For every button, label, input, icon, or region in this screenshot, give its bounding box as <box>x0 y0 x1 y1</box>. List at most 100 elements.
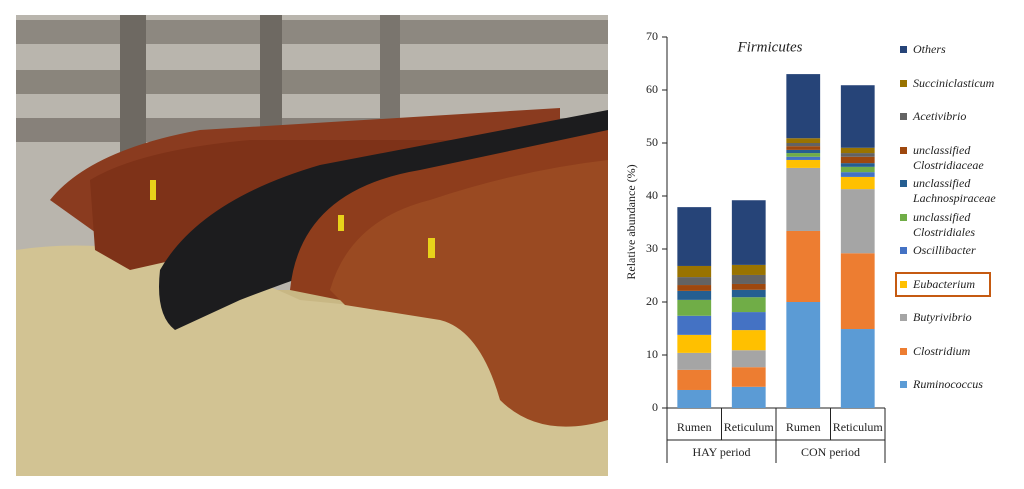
bar-segment <box>677 285 712 291</box>
fence-post <box>260 15 282 155</box>
bar-segment <box>840 163 875 167</box>
bar-segment <box>731 274 766 284</box>
bar-segment <box>731 367 766 387</box>
legend-label: Butyrivibrio <box>913 310 972 324</box>
fence-board <box>16 20 608 44</box>
legend-label: Succiniclasticum <box>913 75 995 90</box>
bar-segment <box>677 334 712 353</box>
legend-label: Clostridium <box>913 343 971 358</box>
legend-item: unclassified Lachnospiraceae <box>900 176 1018 206</box>
legend-swatch <box>900 280 907 288</box>
bar-segment <box>731 350 766 368</box>
ear-tag <box>428 238 435 258</box>
legend-item: Butyrivibrio <box>900 310 1018 325</box>
bar-segment <box>677 265 712 278</box>
bar-segment <box>786 153 821 157</box>
bar-segment <box>731 264 766 275</box>
bar-segment <box>840 147 875 154</box>
bar-segment <box>731 200 766 265</box>
x-tick-label: Rumen <box>786 420 821 434</box>
group-label: CON period <box>801 445 860 459</box>
legend-swatch <box>900 113 907 120</box>
chart-title: Firmicutes <box>737 39 803 55</box>
ear-tag <box>150 180 156 200</box>
legend-item: Clostridium <box>900 344 1018 359</box>
group-label: HAY period <box>692 445 750 459</box>
legend-item: Others <box>900 42 1018 57</box>
y-tick-label: 10 <box>646 347 658 361</box>
ear-tag <box>338 215 344 231</box>
bar-segment <box>677 207 712 266</box>
bar-segment <box>840 172 875 177</box>
x-tick-label: Reticulum <box>833 420 884 434</box>
legend-item: Acetivibrio <box>900 109 1018 124</box>
bar-segment <box>786 143 821 147</box>
legend-label: Ruminococcus <box>913 377 983 391</box>
legend-label: Others <box>913 42 946 56</box>
bar-segment <box>677 389 712 408</box>
legend-swatch <box>900 146 907 154</box>
bar-segment <box>677 315 712 335</box>
y-tick-label: 30 <box>646 241 658 255</box>
bar-segment <box>786 138 821 143</box>
bar-segment <box>786 159 821 168</box>
photo <box>16 15 608 476</box>
y-axis-label: Relative abundance (%) <box>624 164 638 279</box>
legend-swatch <box>900 314 907 321</box>
bar-segment <box>731 283 766 290</box>
bar-segment <box>786 230 821 302</box>
legend-swatch <box>900 213 907 221</box>
legend-label: Oscillibacter <box>913 243 976 257</box>
y-tick-label: 60 <box>646 82 658 96</box>
bar-segment <box>731 297 766 313</box>
bar-segment <box>786 146 821 150</box>
legend-item: Ruminococcus <box>900 377 1018 392</box>
legend-swatch <box>900 79 907 87</box>
bar-segment <box>677 290 712 300</box>
y-tick-label: 20 <box>646 294 658 308</box>
y-tick-label: 70 <box>646 29 658 43</box>
legend-label: unclassified Clostridiales <box>913 209 976 239</box>
bar-segment <box>840 329 875 408</box>
legend-label: Eubacterium <box>913 276 975 291</box>
fence-board <box>16 70 608 94</box>
legend-swatch <box>900 381 907 388</box>
bar-segment <box>786 302 821 408</box>
bar-segment <box>840 153 875 157</box>
bar-segment <box>731 330 766 351</box>
bar-segment <box>786 156 821 160</box>
y-tick-label: 40 <box>646 188 658 202</box>
legend-label: Acetivibrio <box>913 109 967 123</box>
bar-segment <box>731 386 766 408</box>
legend-swatch <box>900 180 907 187</box>
legend-item: Oscillibacter <box>900 243 1018 258</box>
bar-segment <box>731 289 766 298</box>
bar-segment <box>677 277 712 286</box>
legend-item: Eubacterium <box>895 271 991 297</box>
bar-segment <box>786 167 821 231</box>
bar-segment <box>840 166 875 173</box>
y-tick-label: 0 <box>652 400 658 414</box>
legend-swatch <box>900 347 907 355</box>
bar-segment <box>840 156 875 164</box>
legend-item: unclassified Clostridiales <box>900 210 1018 240</box>
legend-label: unclassified Lachnospiraceae <box>913 176 996 205</box>
bar-segment <box>786 149 821 154</box>
bar-segment <box>786 74 821 139</box>
bar-segment <box>840 176 875 190</box>
bar-segment <box>677 352 712 370</box>
x-tick-label: Rumen <box>677 420 712 434</box>
legend-swatch <box>900 46 907 53</box>
bar-segment <box>840 253 875 330</box>
bar-segment <box>731 312 766 331</box>
bar-segment <box>677 369 712 390</box>
cow <box>330 160 608 427</box>
fence-post <box>380 15 400 135</box>
bar-segment <box>840 85 875 148</box>
y-tick-label: 50 <box>646 135 658 149</box>
legend-swatch <box>900 247 907 254</box>
bar-segment <box>677 299 712 316</box>
legend-item: Succiniclasticum <box>900 76 1018 91</box>
